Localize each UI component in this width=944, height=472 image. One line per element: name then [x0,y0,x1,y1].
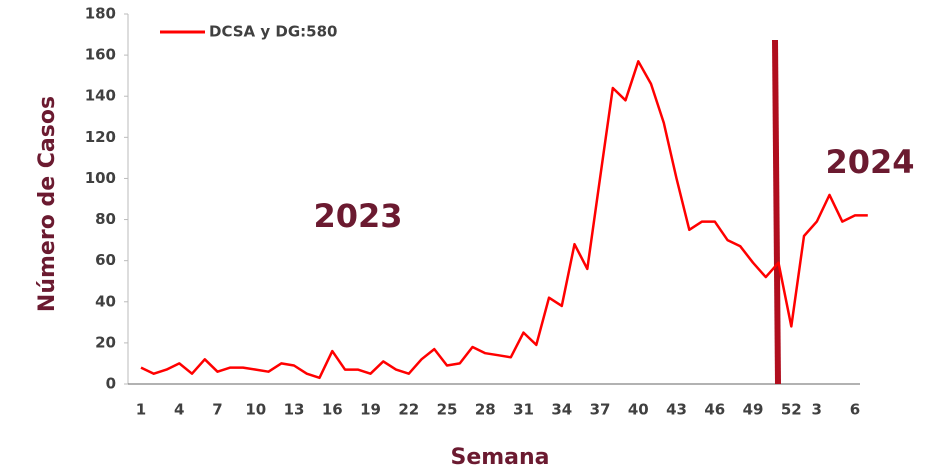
x-axis-label: Semana [450,445,549,470]
x-tick-label: 31 [513,401,534,419]
x-tick-label: 13 [284,401,305,419]
x-tick-label: 6 [850,401,860,419]
x-tick-label: 46 [704,401,725,419]
x-tick-label: 1 [136,401,146,419]
series-line [140,60,868,380]
year-divider [772,39,781,385]
y-tick-label: 80 [95,210,116,228]
x-tick-label: 52 [781,401,802,419]
x-tick-label: 7 [212,401,222,419]
x-tick-label: 25 [437,401,458,419]
y-tick-label: 0 [106,375,116,393]
x-tick-label: 3 [812,401,822,419]
y-tick-label: 140 [85,87,116,105]
x-tick-label: 10 [245,401,266,419]
y-tick-label: 60 [95,251,116,269]
legend-label: DCSA y DG:580 [209,23,337,41]
y-tick-label: 180 [85,5,116,23]
y-axis-label: Número de Casos [35,96,60,312]
x-tick-label: 28 [475,401,496,419]
x-tick-label: 40 [628,401,649,419]
y-tick-label: 160 [85,46,116,64]
x-tick-label: 37 [590,401,611,419]
x-tick-label: 22 [398,401,419,419]
y-tick-label: 20 [95,333,116,351]
y-tick-label: 120 [85,128,116,146]
x-tick-label: 43 [666,401,687,419]
y-tick-label: 40 [95,292,116,310]
x-tick-label: 19 [360,401,381,419]
x-tick-label: 16 [322,401,343,419]
x-tick-label: 34 [551,401,572,419]
x-tick-label: 4 [174,401,184,419]
annotation: 2024 [825,143,914,181]
y-tick-label: 100 [85,169,116,187]
annotation: 2023 [313,197,402,235]
x-tick-label: 49 [743,401,764,419]
